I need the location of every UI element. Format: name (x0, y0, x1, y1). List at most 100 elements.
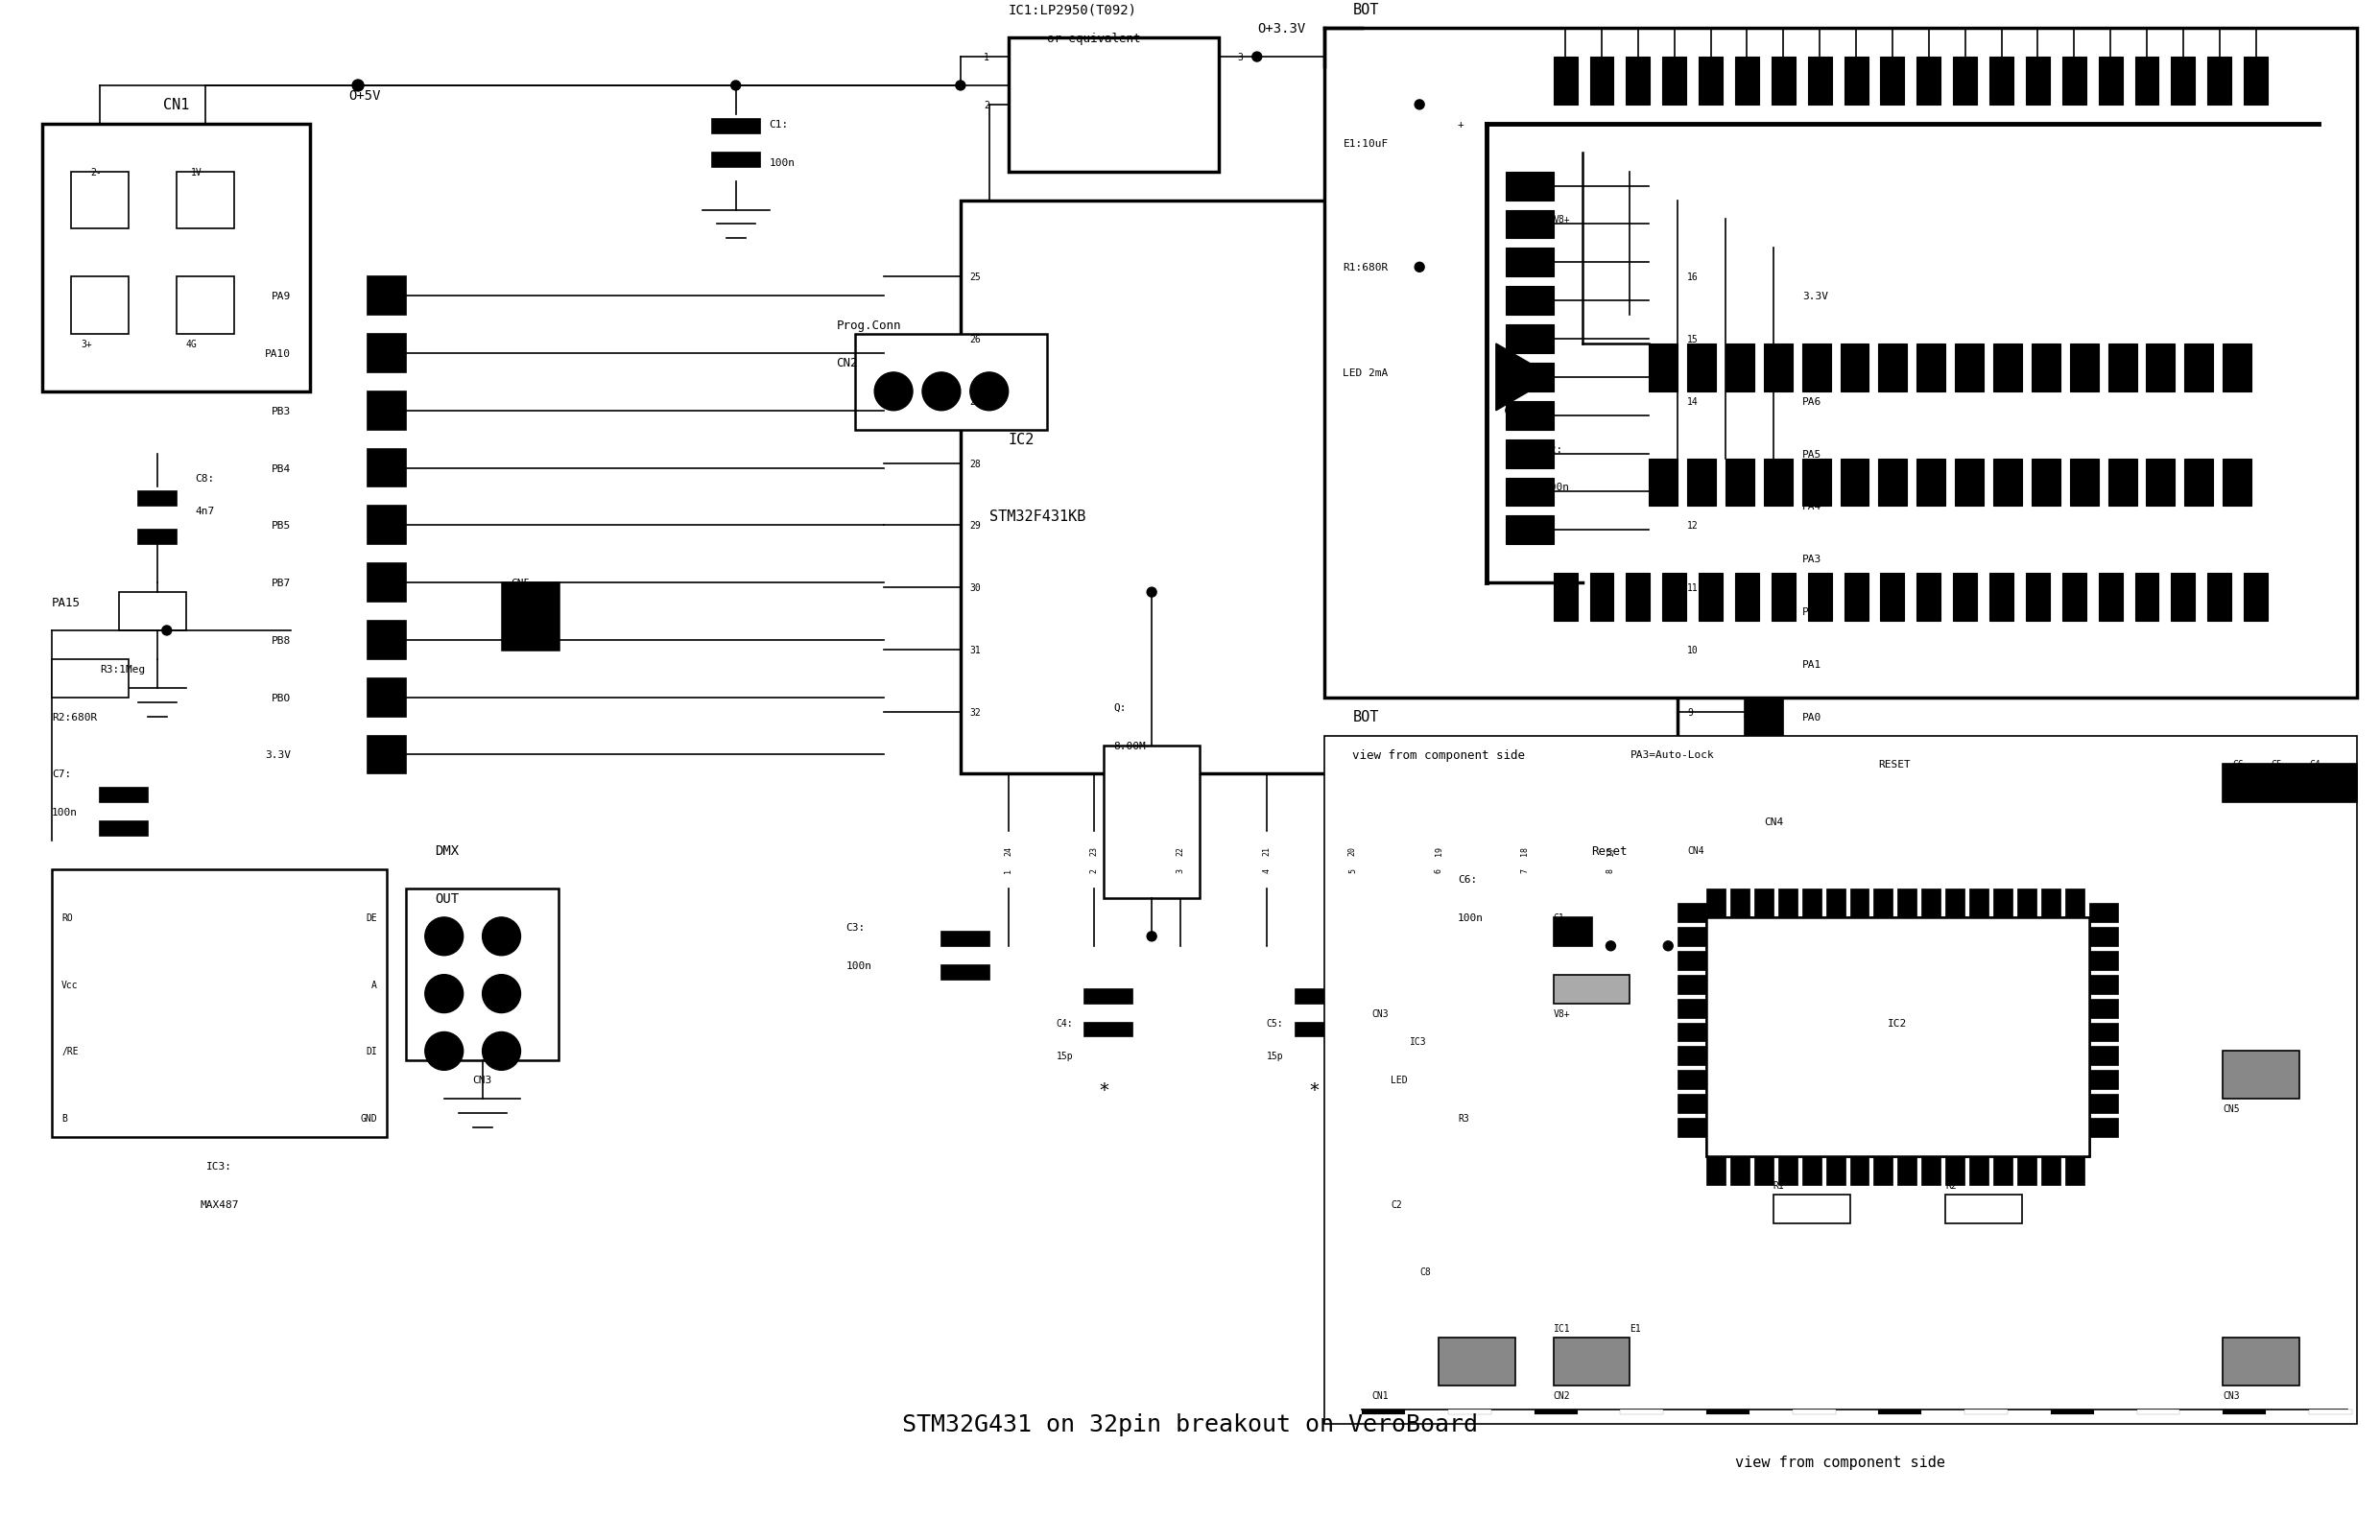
Text: 29: 29 (971, 521, 981, 531)
Text: 24: 24 (1004, 845, 1012, 856)
Text: 100n: 100n (1459, 913, 1483, 922)
Bar (1323, 736, 2356, 1424)
Bar (1745, 277, 1783, 316)
Bar (1438, 1338, 1516, 1386)
Polygon shape (1497, 345, 1554, 411)
Bar (1778, 889, 1797, 918)
Bar (1687, 459, 1716, 507)
Text: *: * (1097, 1081, 1109, 1098)
Bar (2223, 1409, 2266, 1414)
Text: 3+: 3+ (81, 339, 93, 350)
Bar (1706, 1157, 1725, 1186)
Bar (1745, 698, 1783, 736)
Bar (1897, 889, 1916, 918)
Bar (1844, 573, 1868, 621)
Bar (2223, 345, 2251, 393)
Text: DI: DI (367, 1047, 376, 1056)
Bar (1792, 1409, 1835, 1414)
Bar (2090, 1023, 2118, 1041)
Text: view from component side: view from component side (1352, 748, 1526, 761)
Text: PA15: PA15 (52, 596, 81, 608)
Bar (119, 593, 186, 631)
Text: 3.3V: 3.3V (1802, 291, 1828, 302)
Text: IC3:: IC3: (207, 1161, 233, 1170)
Text: 22: 22 (1176, 845, 1185, 856)
Bar (2223, 765, 2356, 802)
Text: C1: C1 (1554, 913, 1564, 922)
Bar (2109, 459, 2137, 507)
Bar (2042, 1157, 2061, 1186)
Text: 15: 15 (1687, 334, 1699, 345)
Bar (1706, 889, 1725, 918)
Text: RO: RO (62, 913, 74, 922)
Text: PBO: PBO (271, 693, 290, 702)
Bar (2090, 904, 2118, 922)
Bar (2090, 1118, 2118, 1138)
Circle shape (1533, 171, 1554, 194)
Circle shape (426, 918, 464, 956)
Bar (1507, 248, 1554, 277)
Bar (1678, 1070, 1706, 1090)
Circle shape (971, 373, 1009, 411)
Bar (2018, 889, 2037, 918)
Circle shape (1685, 428, 1709, 451)
Text: R3:1Meg: R3:1Meg (100, 664, 145, 675)
Text: *: * (1309, 1081, 1321, 1098)
Text: PA2: PA2 (1802, 607, 1821, 616)
Bar (2071, 459, 2099, 507)
Circle shape (1414, 263, 1423, 273)
Bar (1990, 57, 2013, 105)
Bar (1771, 573, 1795, 621)
Text: 11: 11 (1687, 584, 1699, 593)
Text: B: B (62, 1113, 67, 1123)
Text: C2: C2 (1390, 1200, 1402, 1209)
Text: PA9: PA9 (271, 291, 290, 302)
Text: 21: 21 (1261, 845, 1271, 856)
Bar (962, 200, 1678, 775)
Text: 15p: 15p (1057, 1052, 1073, 1061)
Bar (2071, 345, 2099, 393)
Bar (1880, 57, 1904, 105)
Bar (52, 659, 129, 698)
Bar (1964, 1409, 2009, 1414)
Circle shape (1414, 100, 1423, 111)
Circle shape (1571, 380, 1595, 403)
Bar (2244, 573, 2268, 621)
Bar (1507, 477, 1554, 507)
Text: R1: R1 (1773, 1180, 1785, 1190)
Text: 32: 32 (971, 707, 981, 718)
Text: PA10: PA10 (264, 350, 290, 359)
Text: STM32G431 on 32pin breakout on VeroBoard: STM32G431 on 32pin breakout on VeroBoard (902, 1412, 1478, 1435)
Bar (2209, 573, 2232, 621)
Bar (1626, 573, 1649, 621)
Bar (1590, 57, 1614, 105)
Bar (2025, 57, 2049, 105)
Bar (1554, 1338, 1630, 1386)
Text: C5:: C5: (1266, 1018, 1283, 1027)
Text: C8:: C8: (195, 473, 214, 484)
Bar (1745, 434, 1783, 473)
Text: PA3: PA3 (1802, 554, 1821, 564)
Bar (1706, 918, 2090, 1157)
Text: PB8: PB8 (271, 636, 290, 645)
Bar (2052, 1409, 2094, 1414)
Bar (1916, 345, 1944, 393)
Bar (1507, 172, 1554, 200)
Bar (1754, 1157, 1773, 1186)
Bar (942, 932, 990, 946)
Bar (1802, 889, 1821, 918)
Text: 100n: 100n (845, 961, 871, 970)
Text: 12: 12 (1687, 521, 1699, 531)
Text: BOT: BOT (1352, 710, 1378, 724)
Bar (1611, 870, 1668, 946)
Text: PA5: PA5 (1802, 450, 1821, 459)
Bar (2042, 889, 2061, 918)
Bar (1507, 516, 1554, 545)
Text: DE: DE (367, 913, 376, 922)
Text: 27: 27 (971, 397, 981, 407)
Bar (2033, 459, 2061, 507)
Bar (407, 889, 559, 1061)
Bar (1825, 889, 1844, 918)
Bar (1873, 1157, 1892, 1186)
Text: IC2: IC2 (1009, 433, 1035, 447)
